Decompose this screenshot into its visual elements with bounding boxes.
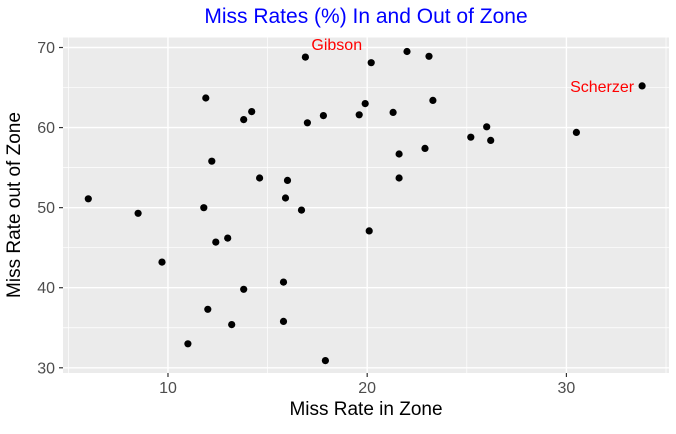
x-tick-label: 30	[558, 380, 576, 397]
data-point	[572, 128, 581, 136]
data-point	[321, 357, 329, 365]
data-point	[240, 285, 248, 293]
chart-title: Miss Rates (%) In and Out of Zone	[204, 5, 528, 28]
data-point	[279, 317, 288, 325]
x-axis-title: Miss Rate in Zone	[289, 399, 443, 420]
data-point	[158, 258, 166, 266]
data-point	[297, 206, 306, 214]
data-point	[283, 176, 292, 184]
data-point	[483, 123, 491, 131]
data-point	[403, 47, 411, 56]
data-point	[212, 238, 220, 246]
plot-panel	[63, 37, 669, 373]
y-tick-label: 50	[37, 200, 55, 217]
y-tick-label: 70	[37, 40, 55, 57]
data-point	[224, 234, 232, 242]
x-tick-label: 10	[159, 380, 177, 397]
data-point	[389, 108, 397, 116]
data-point	[248, 108, 256, 116]
data-point	[365, 227, 373, 235]
data-point	[281, 194, 290, 202]
data-point	[240, 116, 248, 124]
data-point	[256, 174, 264, 182]
data-point	[355, 111, 363, 119]
y-tick-label: 30	[37, 360, 55, 377]
data-point	[429, 96, 437, 104]
data-point	[467, 133, 475, 141]
data-point	[361, 100, 369, 108]
data-point	[367, 59, 375, 67]
data-point	[487, 136, 495, 144]
annotation-label-scherzer: Scherzer	[570, 79, 635, 96]
data-point	[319, 112, 327, 120]
data-point	[638, 82, 646, 90]
y-tick-label: 60	[37, 120, 55, 137]
data-point	[395, 174, 403, 182]
data-point	[184, 340, 192, 348]
data-point	[395, 150, 403, 158]
data-point	[303, 119, 311, 127]
data-point	[134, 209, 142, 217]
y-tick-label: 40	[37, 280, 55, 297]
data-point	[200, 204, 208, 212]
data-point	[279, 278, 288, 286]
data-point	[84, 195, 92, 203]
data-point	[421, 144, 429, 152]
data-point	[208, 157, 216, 165]
data-point	[204, 305, 212, 313]
annotation-label-gibson: Gibson	[311, 37, 362, 54]
data-point	[228, 321, 236, 329]
data-point	[202, 94, 210, 102]
data-point	[425, 52, 433, 60]
data-point	[301, 53, 309, 61]
x-tick-label: 20	[358, 380, 376, 397]
